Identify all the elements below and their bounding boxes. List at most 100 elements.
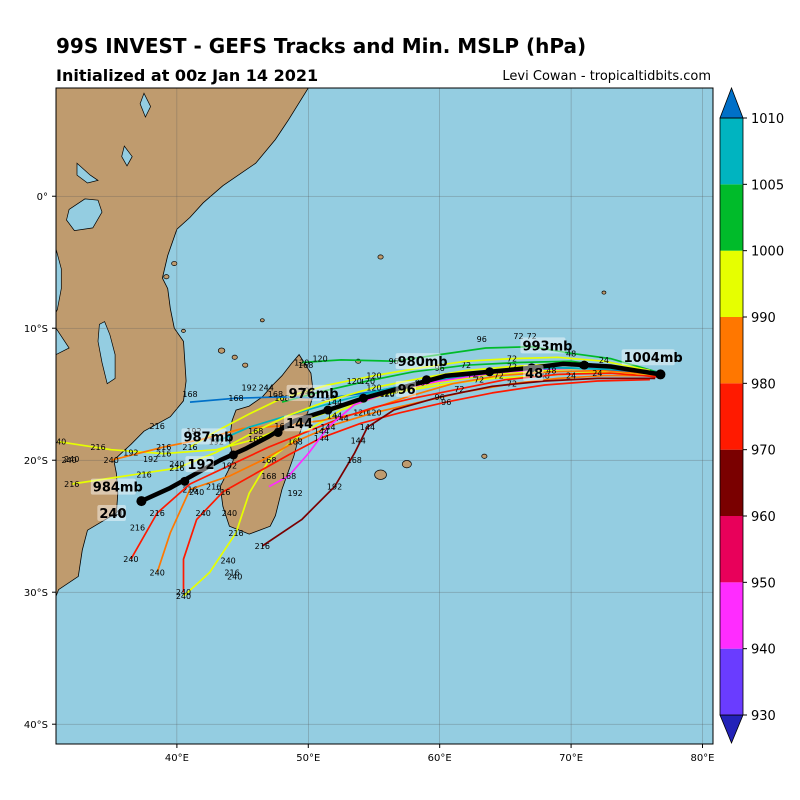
credit-text: Levi Cowan - tropicaltidbits.com (502, 69, 711, 84)
lake-4 (121, 145, 133, 167)
forecast-hour-label: 120 (347, 377, 362, 386)
lat-tick-label: 10°S (24, 324, 48, 335)
forecast-hour-label: 216 (215, 488, 230, 497)
annotation-background (520, 337, 566, 354)
forecast-hour-label: 72 (507, 363, 517, 372)
forecast-hour-label: 144 (327, 398, 342, 407)
forecast-hour-label: 168 (347, 456, 362, 465)
island-6 (601, 290, 607, 295)
forecast-hour-label: 192 (288, 489, 303, 498)
forecast-hour-label: 216 (150, 509, 165, 518)
forecast-hour-label: 216 (224, 568, 239, 577)
island-8 (163, 274, 170, 280)
forecast-hour-label: 192 (209, 438, 224, 447)
annotation-background (395, 380, 417, 397)
colorbar-tick-label: 970 (751, 444, 776, 459)
forecast-hour-label: 96 (477, 335, 487, 344)
member-track-2 (189, 356, 651, 448)
annotation-background (90, 478, 136, 495)
colorbar-segment (720, 118, 743, 185)
annotation-background (621, 349, 675, 366)
forecast-hour-label: 168 (228, 394, 243, 403)
colorbar-tick-label: 930 (751, 709, 776, 724)
forecast-hour-label: 168 (288, 438, 303, 447)
island-7 (481, 453, 488, 459)
annotation-text: 1004mb (624, 351, 683, 366)
forecast-hour-label: 72 (527, 332, 537, 341)
annotation-background (181, 428, 227, 445)
forecast-hour-label: 240 (222, 509, 237, 518)
forecast-hour-label: 72 (461, 361, 471, 370)
colorbar-frame (719, 117, 744, 716)
colorbar-segment (720, 449, 743, 516)
mean-track-annotation: 984mb (90, 478, 143, 496)
lat-tick-label: 0° (37, 192, 48, 203)
forecast-hour-label: 144 (314, 434, 329, 443)
forecast-hour-label: 144 (314, 427, 329, 436)
island-1 (401, 460, 412, 469)
annotation-text: 980mb (398, 355, 448, 370)
mean-track-annotation: 993mb (520, 337, 572, 354)
island-13 (350, 28, 358, 34)
colorbar-segment (720, 582, 743, 649)
island-10 (181, 328, 186, 333)
forecast-hour-label: 144 (333, 414, 348, 423)
forecast-hour-label: 192 (242, 384, 257, 393)
forecast-hour-label: 120 (366, 409, 381, 418)
ensemble-mean-track (136, 360, 666, 507)
forecast-hour-label: 216 (150, 422, 165, 431)
mean-track-point (323, 405, 333, 415)
mean-track-annotation: 980mb (395, 353, 448, 370)
forecast-hour-label: 144 (320, 423, 335, 432)
forecast-hour-label: 192 (327, 483, 342, 492)
forecast-hour-label: 240 (169, 460, 184, 469)
lon-tick-label: 40°E (165, 753, 189, 764)
forecast-hour-label: 168 (274, 394, 289, 403)
island-3 (217, 347, 226, 354)
annotation-text: 96 (398, 383, 416, 398)
lat-tick-label: 20°S (24, 456, 48, 467)
mean-track-annotation: 1004mb (621, 349, 683, 366)
forecast-hour-label: 168 (248, 427, 263, 436)
forecast-hour-label: 72 (454, 385, 464, 394)
forecast-hour-label: 240 (51, 438, 66, 447)
colorbar-segment (720, 383, 743, 450)
annotation-text: 984mb (93, 481, 143, 496)
forecast-hour-label: 192 (299, 386, 314, 395)
mean-track-annotation: 96 (395, 380, 417, 398)
forecast-hour-label: 120 (366, 372, 381, 381)
forecast-hour-label: 96 (435, 393, 445, 402)
colorbar-segment (720, 516, 743, 583)
forecast-hour-label: 48 (546, 366, 556, 375)
island-5 (242, 362, 249, 368)
forecast-hour-label: 168 (261, 472, 276, 481)
forecast-hour-label: 216 (182, 485, 197, 494)
island-12 (259, 318, 265, 323)
map-subtitle: Initialized at 00z Jan 14 2021 (56, 66, 319, 85)
annotation-background (286, 384, 332, 401)
forecast-hour-label: 216 (156, 443, 171, 452)
colorbar-tick-label: 980 (751, 377, 776, 392)
forecast-hour-label: 244 (259, 384, 274, 393)
forecast-hour-label: 240 (38, 522, 53, 531)
mean-track-annotation: 987mb (181, 428, 233, 445)
forecast-hour-label: 192 (123, 448, 138, 457)
colorbar-tick-label: 990 (751, 311, 776, 326)
arabia-landmass (56, 0, 434, 29)
forecast-hour-label: 48 (566, 349, 576, 358)
forecast-hour-label: 24 (566, 372, 576, 381)
colorbar-tick-label: 960 (751, 510, 776, 525)
colorbar-tick-label: 940 (751, 643, 776, 658)
forecast-hour-label: 240 (196, 509, 211, 518)
colorbar-min-extension (719, 714, 744, 745)
map-title: 99S INVEST - GEFS Tracks and Min. MSLP (… (56, 34, 587, 58)
forecast-hour-label: 168 (182, 390, 197, 399)
mean-track-point (579, 360, 589, 370)
africa-landmass (56, 88, 309, 597)
mean-track-line (139, 361, 663, 504)
mean-track-point (228, 450, 238, 460)
colorbar-segment (720, 317, 743, 384)
mean-track-annotation: 192 (185, 456, 215, 473)
mean-track-point (273, 427, 283, 437)
